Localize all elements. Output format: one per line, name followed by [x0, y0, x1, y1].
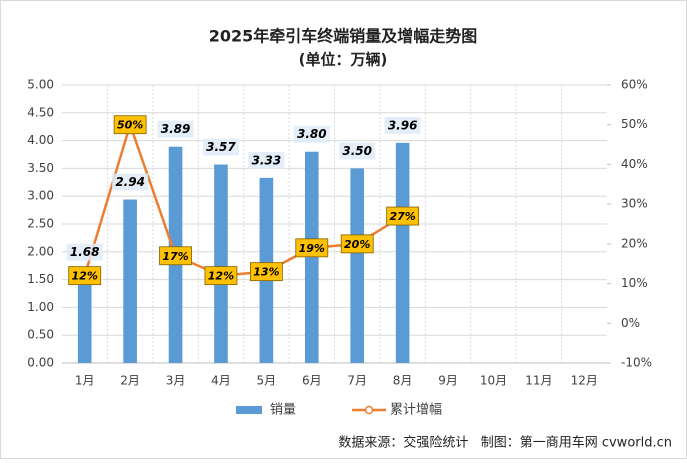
x-tick-label: 2月 [120, 374, 140, 388]
legend-label: 累计增幅 [390, 403, 442, 418]
line-value-label: 17% [162, 250, 188, 263]
y-tick-label: 2.50 [27, 217, 54, 231]
x-tick-label: 9月 [438, 374, 458, 388]
bar-label-box [384, 116, 421, 134]
y-tick-label: 3.00 [27, 189, 54, 203]
bar-value-label: 3.50 [342, 144, 372, 158]
x-tick-label: 1月 [75, 374, 95, 388]
line-value-label: 13% [253, 266, 279, 279]
line-label-box [159, 246, 192, 266]
y-tick-label: 5.00 [27, 78, 54, 92]
bar-label-box [112, 173, 149, 191]
line-value-label: 12% [72, 270, 98, 283]
legend-marker [364, 405, 374, 415]
x-tick-label: 8月 [393, 374, 413, 388]
chart-title: 2025年牵引车终端销量及增幅走势图 [209, 27, 478, 46]
line-label-box [386, 206, 420, 226]
bar-label-box [339, 142, 376, 160]
bar [123, 199, 137, 363]
line-label-box [68, 266, 102, 286]
source-note: 数据来源：交强险统计 制图：第一商用车网 cvworld.cn [338, 435, 672, 451]
line-label-box [249, 262, 283, 282]
bar-label-box [66, 243, 103, 261]
x-tick-label: 10月 [480, 374, 507, 388]
y2-tick-label: 30% [621, 197, 648, 211]
y2-tick-label: 0% [621, 316, 640, 330]
bar [214, 164, 228, 363]
x-tick-label: 3月 [166, 374, 186, 388]
y-tick-label: 4.50 [27, 105, 54, 119]
x-tick-label: 4月 [211, 374, 231, 388]
bar-value-label: 2.94 [115, 175, 145, 189]
y2-tick-label: 40% [621, 157, 648, 171]
bar-value-label: 3.80 [297, 127, 327, 141]
bar-label-box [293, 125, 330, 143]
y-tick-label: 0.00 [27, 356, 54, 370]
bar-value-label: 3.57 [206, 140, 236, 154]
bar [77, 269, 92, 363]
line-label-box [340, 234, 374, 254]
x-tick-label: 7月 [347, 374, 367, 388]
x-tick-label: 11月 [525, 374, 552, 388]
bar [350, 168, 365, 363]
line-value-label: 50% [117, 119, 143, 132]
y2-tick-label: -10% [621, 356, 652, 370]
line-value-label: 12% [208, 270, 234, 283]
y-tick-label: 1.50 [27, 272, 54, 286]
bar-label-box [202, 138, 239, 156]
y2-tick-label: 10% [621, 276, 648, 290]
x-tick-label: 6月 [302, 374, 322, 388]
y-tick-label: 1.00 [27, 300, 54, 314]
bar [395, 142, 410, 363]
bar-value-label: 3.33 [252, 153, 282, 167]
y2-tick-label: 20% [621, 236, 648, 250]
bar-value-label: 3.89 [161, 122, 191, 136]
y-tick-label: 2.00 [27, 244, 54, 258]
line-label-box [204, 266, 238, 286]
x-tick-label: 12月 [571, 374, 598, 388]
line-label-box [295, 238, 329, 258]
line-value-label: 27% [389, 210, 415, 223]
chart-subtitle: (单位：万辆) [299, 51, 388, 69]
y2-tick-label: 60% [621, 78, 648, 92]
bar-value-label: 1.68 [70, 245, 100, 259]
line-value-label: 20% [344, 238, 370, 251]
bar [304, 151, 319, 363]
y-tick-label: 0.50 [27, 328, 54, 342]
x-tick-label: 5月 [257, 374, 277, 388]
legend-swatch [236, 406, 262, 414]
bar-label-box [248, 151, 285, 169]
bar-label-box [157, 120, 194, 138]
line-label-box [113, 115, 147, 135]
y-tick-label: 3.50 [27, 161, 54, 175]
y2-tick-label: 50% [621, 117, 648, 131]
bar-value-label: 3.96 [388, 118, 418, 132]
line-value-label: 19% [299, 242, 325, 255]
y-tick-label: 4.00 [27, 133, 54, 147]
legend-label: 销量 [270, 403, 296, 418]
